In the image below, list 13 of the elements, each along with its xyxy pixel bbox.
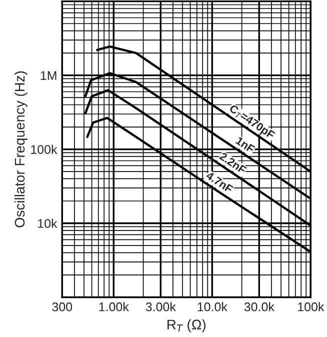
x-tick-label: 3.00k [146,302,176,312]
x-tick-label: 300 [52,302,72,312]
x-tick-label: 30.0k [244,302,274,312]
y-axis-title: Oscillator Frequency (Hz) [14,71,28,228]
x-tick-label: 10.0k [198,302,228,312]
text: 4.7nF [206,171,234,194]
y-tick-label: 1M [40,71,56,80]
text: 1nF [235,136,256,154]
x-tick-label: 1.00k [99,302,129,312]
x-axis-title: R$_{T}$ (Ω) [168,319,206,332]
y-tick-label: 10k [38,218,58,228]
x-tick-label: 100k [298,302,324,312]
y-tick-label: 100k [31,144,58,154]
